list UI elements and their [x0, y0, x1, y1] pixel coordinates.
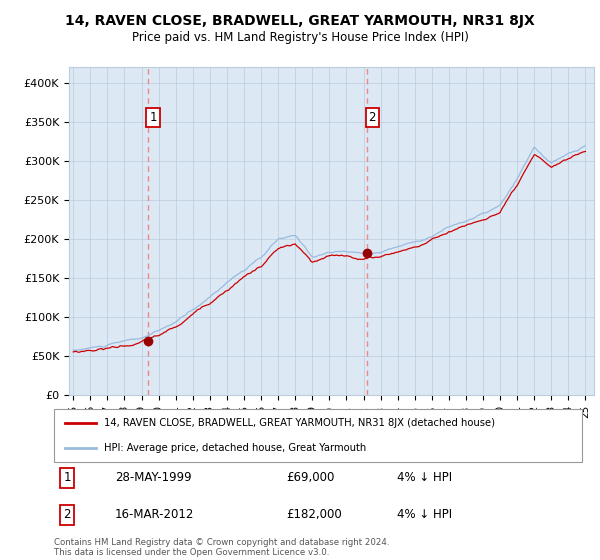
Text: 16-MAR-2012: 16-MAR-2012 [115, 508, 194, 521]
Text: Contains HM Land Registry data © Crown copyright and database right 2024.
This d: Contains HM Land Registry data © Crown c… [54, 538, 389, 557]
Text: 1: 1 [149, 111, 157, 124]
Text: HPI: Average price, detached house, Great Yarmouth: HPI: Average price, detached house, Grea… [104, 442, 367, 452]
Text: 14, RAVEN CLOSE, BRADWELL, GREAT YARMOUTH, NR31 8JX: 14, RAVEN CLOSE, BRADWELL, GREAT YARMOUT… [65, 14, 535, 28]
Text: 2: 2 [368, 111, 376, 124]
Text: Price paid vs. HM Land Registry's House Price Index (HPI): Price paid vs. HM Land Registry's House … [131, 31, 469, 44]
Text: 4% ↓ HPI: 4% ↓ HPI [397, 471, 452, 484]
Text: £69,000: £69,000 [286, 471, 335, 484]
Text: 14, RAVEN CLOSE, BRADWELL, GREAT YARMOUTH, NR31 8JX (detached house): 14, RAVEN CLOSE, BRADWELL, GREAT YARMOUT… [104, 418, 495, 428]
FancyBboxPatch shape [54, 409, 582, 462]
Text: 4% ↓ HPI: 4% ↓ HPI [397, 508, 452, 521]
Text: 2: 2 [64, 508, 71, 521]
Text: 1: 1 [64, 471, 71, 484]
Text: £182,000: £182,000 [286, 508, 342, 521]
Text: 28-MAY-1999: 28-MAY-1999 [115, 471, 191, 484]
